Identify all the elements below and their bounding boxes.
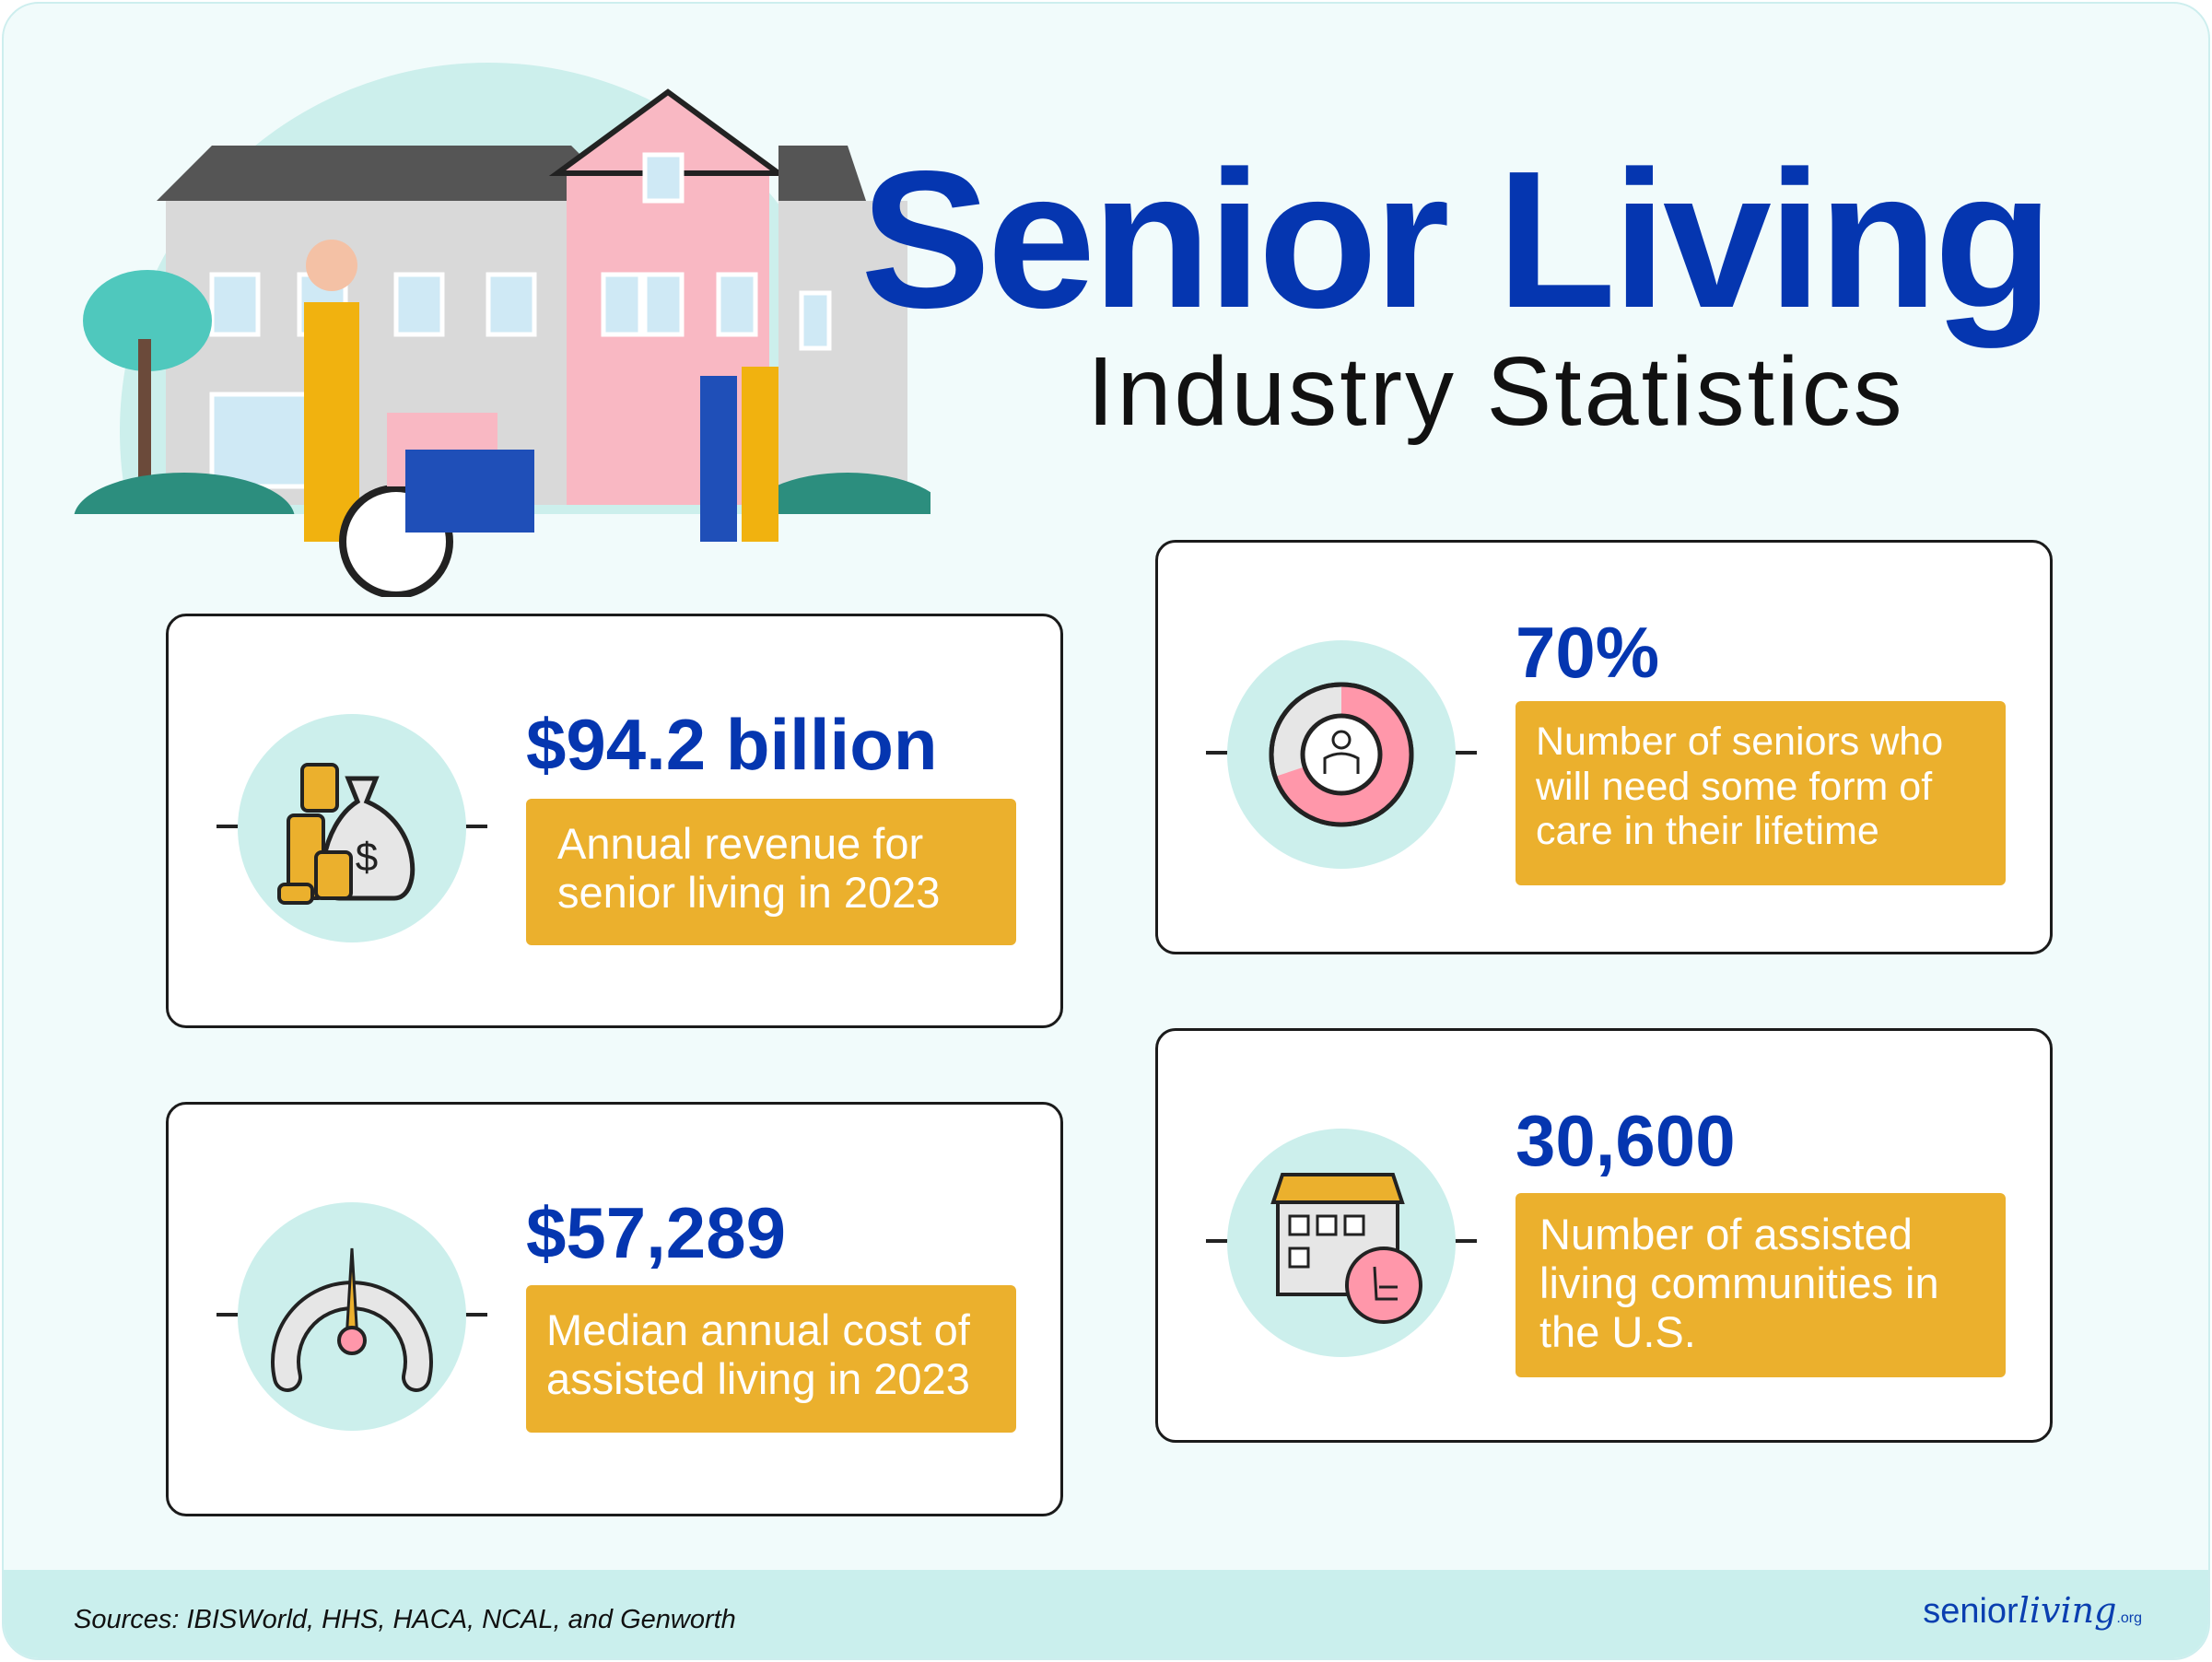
stat-value: $94.2 billion bbox=[526, 704, 938, 785]
stat-description: Annual revenue for senior living in 2023 bbox=[526, 799, 1016, 945]
stat-value: $57,289 bbox=[526, 1192, 786, 1273]
seniorliving-logo[interactable]: seniorliving.org bbox=[1923, 1590, 2142, 1632]
stat-card-communities: 30,600 Number of assisted living communi… bbox=[1155, 1028, 2053, 1443]
senior-living-illustration bbox=[55, 63, 930, 597]
logo-tld: .org bbox=[2116, 1610, 2142, 1626]
donut-senior-icon bbox=[1227, 640, 1456, 869]
page-title: Senior Living bbox=[860, 130, 2054, 348]
footer: Sources: IBISWorld, HHS, HACA, NCAL, and… bbox=[4, 1570, 2208, 1658]
page-subtitle: Industry Statistics bbox=[1087, 337, 1905, 446]
stat-description: Median annual cost of assisted living in… bbox=[526, 1285, 1016, 1433]
stat-card-care-need: 70% Number of seniors who will need some… bbox=[1155, 540, 2053, 954]
stat-description: Number of assisted living communities in… bbox=[1516, 1193, 2006, 1377]
stat-description: Number of seniors who will need some for… bbox=[1516, 701, 2006, 885]
building-rocking-chair-icon bbox=[1227, 1129, 1456, 1357]
stat-value: 30,600 bbox=[1516, 1100, 1736, 1181]
svg-text:$: $ bbox=[356, 835, 378, 880]
gauge-icon bbox=[238, 1202, 466, 1431]
stat-value: 70% bbox=[1516, 612, 1660, 693]
money-bag-coins-icon: $ bbox=[238, 714, 466, 942]
sources-text: Sources: IBISWorld, HHS, HACA, NCAL, and… bbox=[74, 1605, 736, 1634]
stat-card-median-cost: $57,289 Median annual cost of assisted l… bbox=[166, 1102, 1063, 1516]
logo-main: senior bbox=[1923, 1592, 2019, 1631]
logo-script: living bbox=[2018, 1590, 2117, 1631]
stat-card-revenue: $ $94.2 billion Annual revenue for senio… bbox=[166, 614, 1063, 1028]
